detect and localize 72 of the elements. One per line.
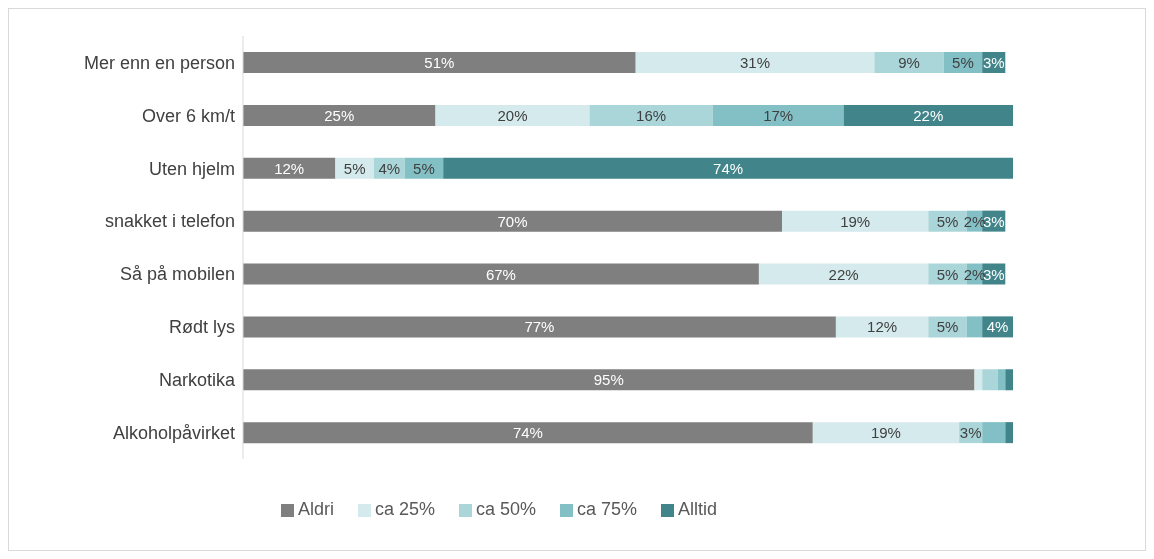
bar — [243, 52, 636, 73]
legend-label: ca 50% — [475, 499, 537, 519]
data-label: 5% — [936, 265, 959, 283]
bar — [812, 422, 960, 444]
data-label: 51% — [424, 54, 455, 71]
bar — [974, 369, 983, 391]
data-label: 5% — [343, 159, 366, 177]
bar — [1005, 422, 1013, 444]
data-label: 3% — [982, 212, 1005, 230]
data-label: 12% — [274, 159, 305, 177]
bar — [243, 157, 336, 179]
data-label: 67% — [485, 265, 516, 283]
bar — [589, 104, 713, 126]
bar — [243, 263, 759, 285]
bar — [874, 52, 944, 73]
y-tick-label: Over 6 km/t — [141, 105, 235, 126]
data-label: 77% — [524, 318, 555, 336]
data-label: 5% — [936, 212, 959, 230]
data-label: 74% — [713, 159, 744, 177]
data-label: 3% — [982, 54, 1005, 71]
data-label: 5% — [936, 318, 959, 336]
data-label: 95% — [593, 371, 624, 389]
data-label: 3% — [982, 265, 1005, 283]
bar — [758, 263, 929, 285]
data-label: 74% — [512, 424, 543, 442]
bar — [782, 210, 929, 232]
bar — [435, 104, 590, 126]
data-label: 5% — [413, 159, 435, 177]
bar — [835, 316, 929, 338]
legend-label: Alltid — [678, 499, 718, 519]
data-label: 70% — [497, 212, 528, 230]
data-label: 5% — [952, 54, 974, 71]
data-label: 19% — [840, 212, 871, 230]
data-label: 31% — [740, 54, 771, 71]
y-tick-label: Narkotika — [158, 370, 236, 391]
legend-label: Aldri — [297, 499, 334, 519]
bar — [243, 316, 836, 338]
bar — [243, 369, 975, 391]
bar — [243, 104, 436, 126]
bar — [243, 210, 782, 232]
data-label: 3% — [959, 424, 982, 442]
legend-label: ca 75% — [577, 499, 638, 519]
bar — [843, 104, 1013, 126]
bar — [712, 104, 844, 126]
bar — [997, 369, 1006, 391]
data-label: 19% — [870, 424, 901, 442]
data-label: 4% — [378, 159, 401, 177]
data-label: 12% — [867, 318, 898, 336]
y-tick-label: Alkoholpåvirket — [112, 422, 235, 443]
bar — [243, 422, 813, 444]
bar — [635, 52, 875, 73]
bar — [443, 157, 1013, 179]
data-label: 22% — [828, 265, 859, 283]
y-tick-label: Så på mobilen — [119, 264, 235, 285]
data-label: 4% — [986, 318, 1009, 336]
bar — [982, 422, 1006, 444]
bar — [966, 316, 983, 338]
data-label: 22% — [913, 106, 944, 124]
y-tick-label: snakket i telefon — [104, 211, 235, 232]
y-tick-label: Mer enn en person — [83, 52, 235, 73]
legend-label: ca 25% — [374, 499, 435, 519]
data-label: 16% — [636, 106, 667, 124]
data-label: 25% — [324, 106, 355, 124]
bar — [982, 369, 998, 391]
y-tick-label: Rødt lys — [168, 317, 235, 338]
data-label: 17% — [763, 106, 794, 124]
data-label: 2% — [963, 212, 986, 230]
bar — [1005, 369, 1013, 391]
y-tick-label: Uten hjelm — [148, 158, 235, 179]
data-label: 2% — [963, 265, 986, 283]
data-label: 9% — [898, 54, 920, 71]
data-label: 20% — [497, 106, 528, 124]
